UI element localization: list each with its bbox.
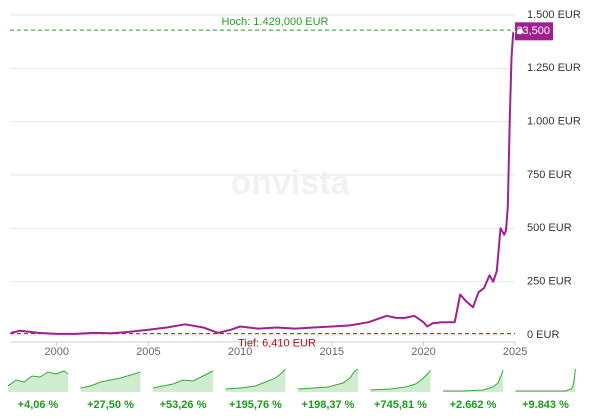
y-tick-label: 1.500 EUR (527, 9, 581, 21)
y-tick-label: 1.000 EUR (527, 116, 581, 128)
last-value-label: 1.423,500 (501, 25, 550, 37)
x-tick-label: 2020 (411, 346, 435, 358)
sparkline-area (515, 369, 576, 392)
sparkline (225, 368, 286, 390)
period-change: +53,26 % (160, 399, 207, 411)
y-tick-label: 500 EUR (527, 222, 572, 234)
sparkline-area (225, 369, 286, 392)
period-tab[interactable]: +745,81 % (370, 369, 431, 411)
period-change: +2.662 % (450, 399, 497, 411)
period-tab[interactable]: +53,26 % (152, 370, 214, 411)
period-tab[interactable]: +4,06 % (7, 370, 69, 411)
period-change: +195,76 % (229, 399, 282, 411)
last-point (515, 26, 525, 37)
sparkline-area (370, 370, 431, 392)
y-tick-label: 250 EUR (527, 276, 572, 288)
period-tab[interactable]: +198,37 % (297, 368, 359, 411)
y-tick-label: 1.250 EUR (527, 62, 581, 74)
sparkline-area (443, 370, 503, 392)
line (10, 31, 515, 335)
low-line-label: Tief: 6,410 EUR (238, 338, 316, 350)
period-change: +9.843 % (522, 399, 569, 411)
last-value-box (515, 22, 553, 41)
high-line-label: Hoch: 1.429,000 EUR (221, 16, 328, 28)
x-tick-label: 2025 (503, 346, 527, 358)
x-tick-label: 2000 (45, 346, 69, 358)
y-tick-label: 0 EUR (527, 329, 559, 341)
y-tick-label: 750 EUR (527, 169, 572, 181)
period-change: +745,81 % (374, 399, 427, 411)
sparkline-area (153, 371, 213, 392)
period-change: +4,06 % (18, 399, 59, 411)
sparkline (80, 371, 141, 389)
sparkline (7, 370, 69, 387)
sparkline (515, 368, 576, 392)
sparkline (152, 370, 214, 389)
x-tick-label: 2015 (320, 346, 344, 358)
period-change: +198,37 % (302, 399, 355, 411)
x-tick-label: 2005 (136, 346, 160, 358)
period-tab[interactable]: +195,76 % (225, 368, 286, 411)
sparkline (370, 369, 431, 391)
sparkline-area (298, 369, 358, 392)
period-tab[interactable]: +2.662 % (443, 369, 504, 411)
sparkline-area (8, 371, 68, 392)
x-tick-label: 2010 (228, 346, 252, 358)
sparkline (297, 368, 359, 390)
watermark: onvista (230, 164, 350, 202)
period-tab[interactable]: +27,50 % (80, 371, 141, 411)
period-change: +27,50 % (87, 399, 134, 411)
sparkline (443, 369, 504, 392)
period-tab[interactable]: +9.843 % (515, 368, 576, 411)
